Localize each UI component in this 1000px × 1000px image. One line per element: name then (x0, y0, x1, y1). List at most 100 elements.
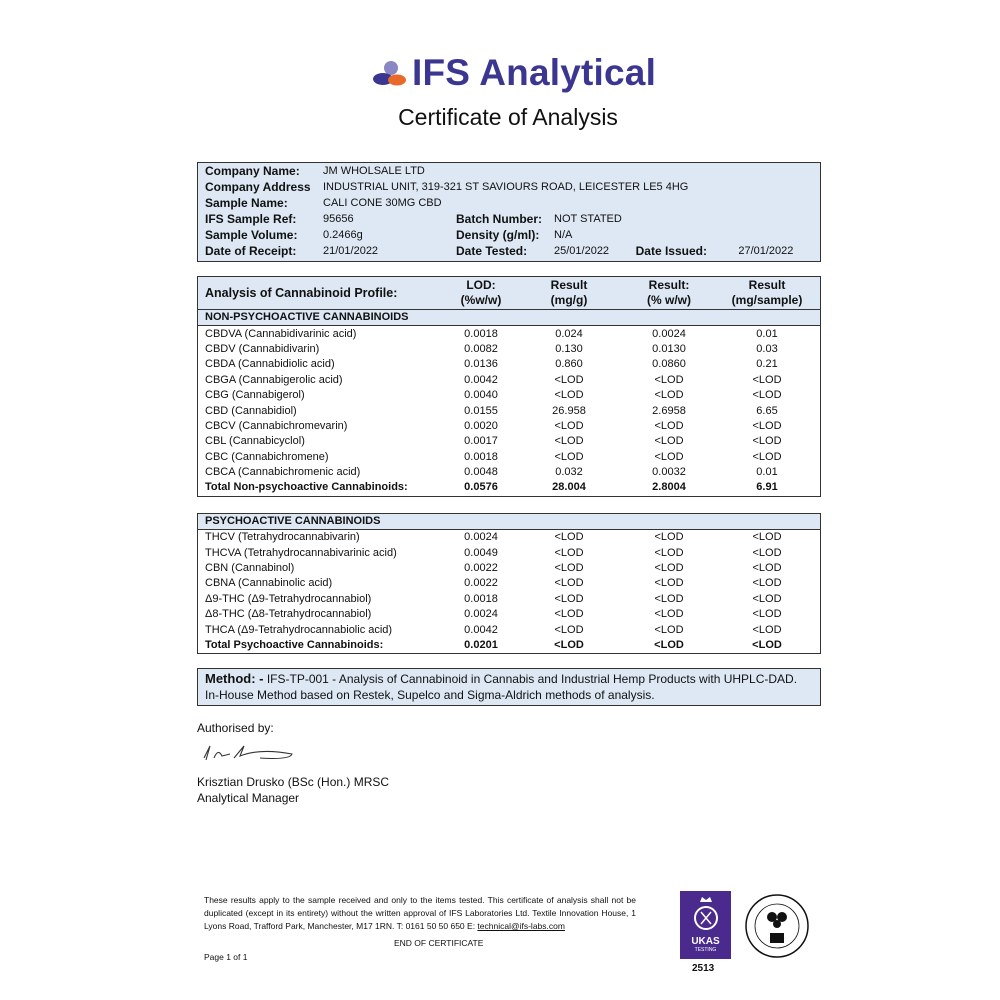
table-header: Analysis of Cannabinoid Profile: LOD: (%w… (198, 277, 820, 310)
col-mg-sample: Result (mg/sample) (731, 278, 803, 307)
compound-name: CBG (Cannabigerol) (205, 389, 305, 402)
result-pct-ww: <LOD (654, 562, 684, 575)
ifs-seal-icon (745, 894, 809, 958)
compound-name: THCA (Δ9-Tetrahydrocannabiolic acid) (205, 623, 393, 636)
section-heading: PSYCHOACTIVE CANNABINOIDS (198, 513, 820, 531)
section-heading-text: NON-PSYCHOACTIVE CANNABINOIDS (198, 309, 820, 327)
company-address: INDUSTRIAL UNIT, 319-321 ST SAVIOURS ROA… (323, 181, 689, 193)
total-value: <LOD (654, 639, 684, 651)
result-mg-g: <LOD (554, 546, 584, 559)
compound-name: Δ9-THC (Δ9-Tetrahydrocannabiol) (205, 592, 372, 605)
total-value: 28.004 (552, 481, 586, 494)
date-issued: 27/01/2022 (738, 245, 794, 257)
main-content: Company Name: JM WHOLSALE LTD Company Ad… (197, 162, 821, 806)
result-mg-g: <LOD (554, 592, 584, 605)
table-row: CBGA (Cannabigerolic acid) 0.0042 <LOD <LOD… (198, 373, 820, 388)
result-pct-ww: 0.0130 (652, 342, 686, 355)
result-mg-g: 0.860 (555, 358, 583, 371)
compound-name: CBCA (Cannabichromenic acid) (205, 466, 361, 479)
sample-ref: 95656 (323, 213, 354, 225)
total-value: 0.0201 (464, 639, 498, 651)
result-mg-g: <LOD (554, 373, 584, 386)
compound-name: CBDVA (Cannabidivarinic acid) (205, 327, 357, 340)
result-pct-ww: <LOD (654, 531, 684, 544)
result-mg-g: <LOD (554, 419, 584, 432)
result-mg-g: 26.958 (552, 404, 586, 417)
sample-volume: 0.2466g (323, 229, 363, 241)
total-value: 2.8004 (652, 481, 686, 494)
company-address-label: Company Address (205, 180, 311, 194)
result-mg-sample: <LOD (752, 577, 782, 590)
issued-label: Date Issued: (635, 244, 707, 258)
table-row: CBL (Cannabicyclol) 0.0017 <LOD <LOD <LOD (198, 434, 820, 449)
table-row: Δ9-THC (Δ9-Tetrahydrocannabiol) 0.0018 <LO… (198, 592, 820, 607)
lod-value: 0.0018 (464, 592, 498, 605)
result-mg-g: 0.024 (555, 327, 583, 340)
date-of-receipt: 21/01/2022 (323, 245, 379, 257)
compound-name: THCVA (Tetrahydrocannabivarinic acid) (205, 546, 397, 559)
result-mg-sample: <LOD (752, 419, 782, 432)
compound-name: CBCV (Cannabichromevarin) (205, 419, 348, 432)
result-mg-g: <LOD (554, 577, 584, 590)
ifs-logo-icon (373, 61, 406, 86)
result-mg-g: <LOD (554, 389, 584, 402)
page-title: Certificate of Analysis (398, 104, 618, 130)
density-label: Density (g/ml): (456, 228, 540, 242)
lod-value: 0.0022 (464, 562, 498, 575)
table-row: CBCA (Cannabichromenic acid) 0.0048 0.032 0… (198, 465, 820, 480)
table-row: CBN (Cannabinol) 0.0022 <LOD <LOD <LOD (198, 561, 820, 576)
total-label: Total Psychoactive Cannabinoids: (205, 639, 384, 651)
table-row: THCVA (Tetrahydrocannabivarinic acid) 0.0… (198, 545, 820, 560)
result-mg-sample: <LOD (752, 562, 782, 575)
lod-value: 0.0022 (464, 577, 498, 590)
date-tested: 25/01/2022 (554, 245, 610, 257)
lod-value: 0.0048 (464, 466, 498, 479)
result-mg-sample: 6.65 (756, 404, 778, 417)
ifs-logo: IFS Analytical (372, 52, 656, 94)
result-pct-ww: <LOD (654, 450, 684, 463)
section-heading-text: PSYCHOACTIVE CANNABINOIDS (198, 513, 820, 531)
signature-image (203, 745, 293, 761)
result-mg-sample: <LOD (752, 531, 782, 544)
logo-text: IFS Analytical (412, 52, 657, 93)
lod-value: 0.0042 (464, 373, 498, 386)
table-row: CBCV (Cannabichromevarin) 0.0020 <LOD <LOD <… (198, 419, 820, 434)
compound-name: CBGA (Cannabigerolic acid) (205, 373, 343, 386)
lod-value: 0.0018 (464, 327, 498, 340)
profile-title: Analysis of Cannabinoid Profile: (205, 285, 398, 300)
footer: These results apply to the sample receiv… (204, 894, 636, 963)
result-mg-sample: <LOD (752, 373, 782, 386)
method-label: Method: - (205, 671, 264, 687)
table-row: THCV (Tetrahydrocannabivarin) 0.0024 <LOD <… (198, 530, 820, 546)
lod-value: 0.0018 (464, 450, 498, 463)
authorised-label: Authorised by: (197, 721, 274, 736)
result-mg-g: 0.130 (555, 342, 583, 355)
page-number: Page 1 of 1 (204, 952, 248, 962)
ukas-sub: TESTING (694, 947, 717, 953)
table-row: CBD (Cannabidiol) 0.0155 26.958 2.6958 6.65 (198, 403, 820, 418)
table-row: THCA (Δ9-Tetrahydrocannabiolic acid) 0.00… (198, 622, 820, 637)
non-psychoactive-table: Analysis of Cannabinoid Profile: LOD: (%w… (197, 276, 821, 497)
result-pct-ww: 2.6958 (652, 404, 686, 417)
lod-value: 0.0049 (464, 546, 498, 559)
result-pct-ww: <LOD (654, 608, 684, 621)
result-mg-g: <LOD (554, 450, 584, 463)
result-mg-g: <LOD (554, 623, 584, 636)
compound-name: CBL (Cannabicyclol) (205, 435, 305, 448)
table-row: CBDA (Cannabidiolic acid) 0.0136 0.860 0.08… (198, 357, 820, 372)
table-row: CBDVA (Cannabidivarinic acid) 0.0018 0.024… (198, 326, 820, 342)
result-mg-g: 0.032 (555, 466, 583, 479)
method-text: IFS-TP-001 - Analysis of Cannabinoid in … (205, 672, 798, 703)
lod-value: 0.0042 (464, 623, 498, 636)
result-pct-ww: <LOD (654, 592, 684, 605)
lod-value: 0.0017 (464, 435, 498, 448)
signatory-name: Krisztian Drusko (BSc (Hon.) MRSC (197, 775, 390, 790)
ukas-number: 2513 (692, 963, 715, 974)
ukas-badge: UKAS TESTING (680, 891, 731, 959)
result-pct-ww: 0.0032 (652, 466, 686, 479)
result-mg-sample: <LOD (752, 435, 782, 448)
email-link[interactable]: technical@ifs-labs.com (477, 921, 565, 931)
result-mg-g: <LOD (554, 531, 584, 544)
receipt-label: Date of Receipt: (205, 244, 297, 258)
result-pct-ww: <LOD (654, 623, 684, 636)
